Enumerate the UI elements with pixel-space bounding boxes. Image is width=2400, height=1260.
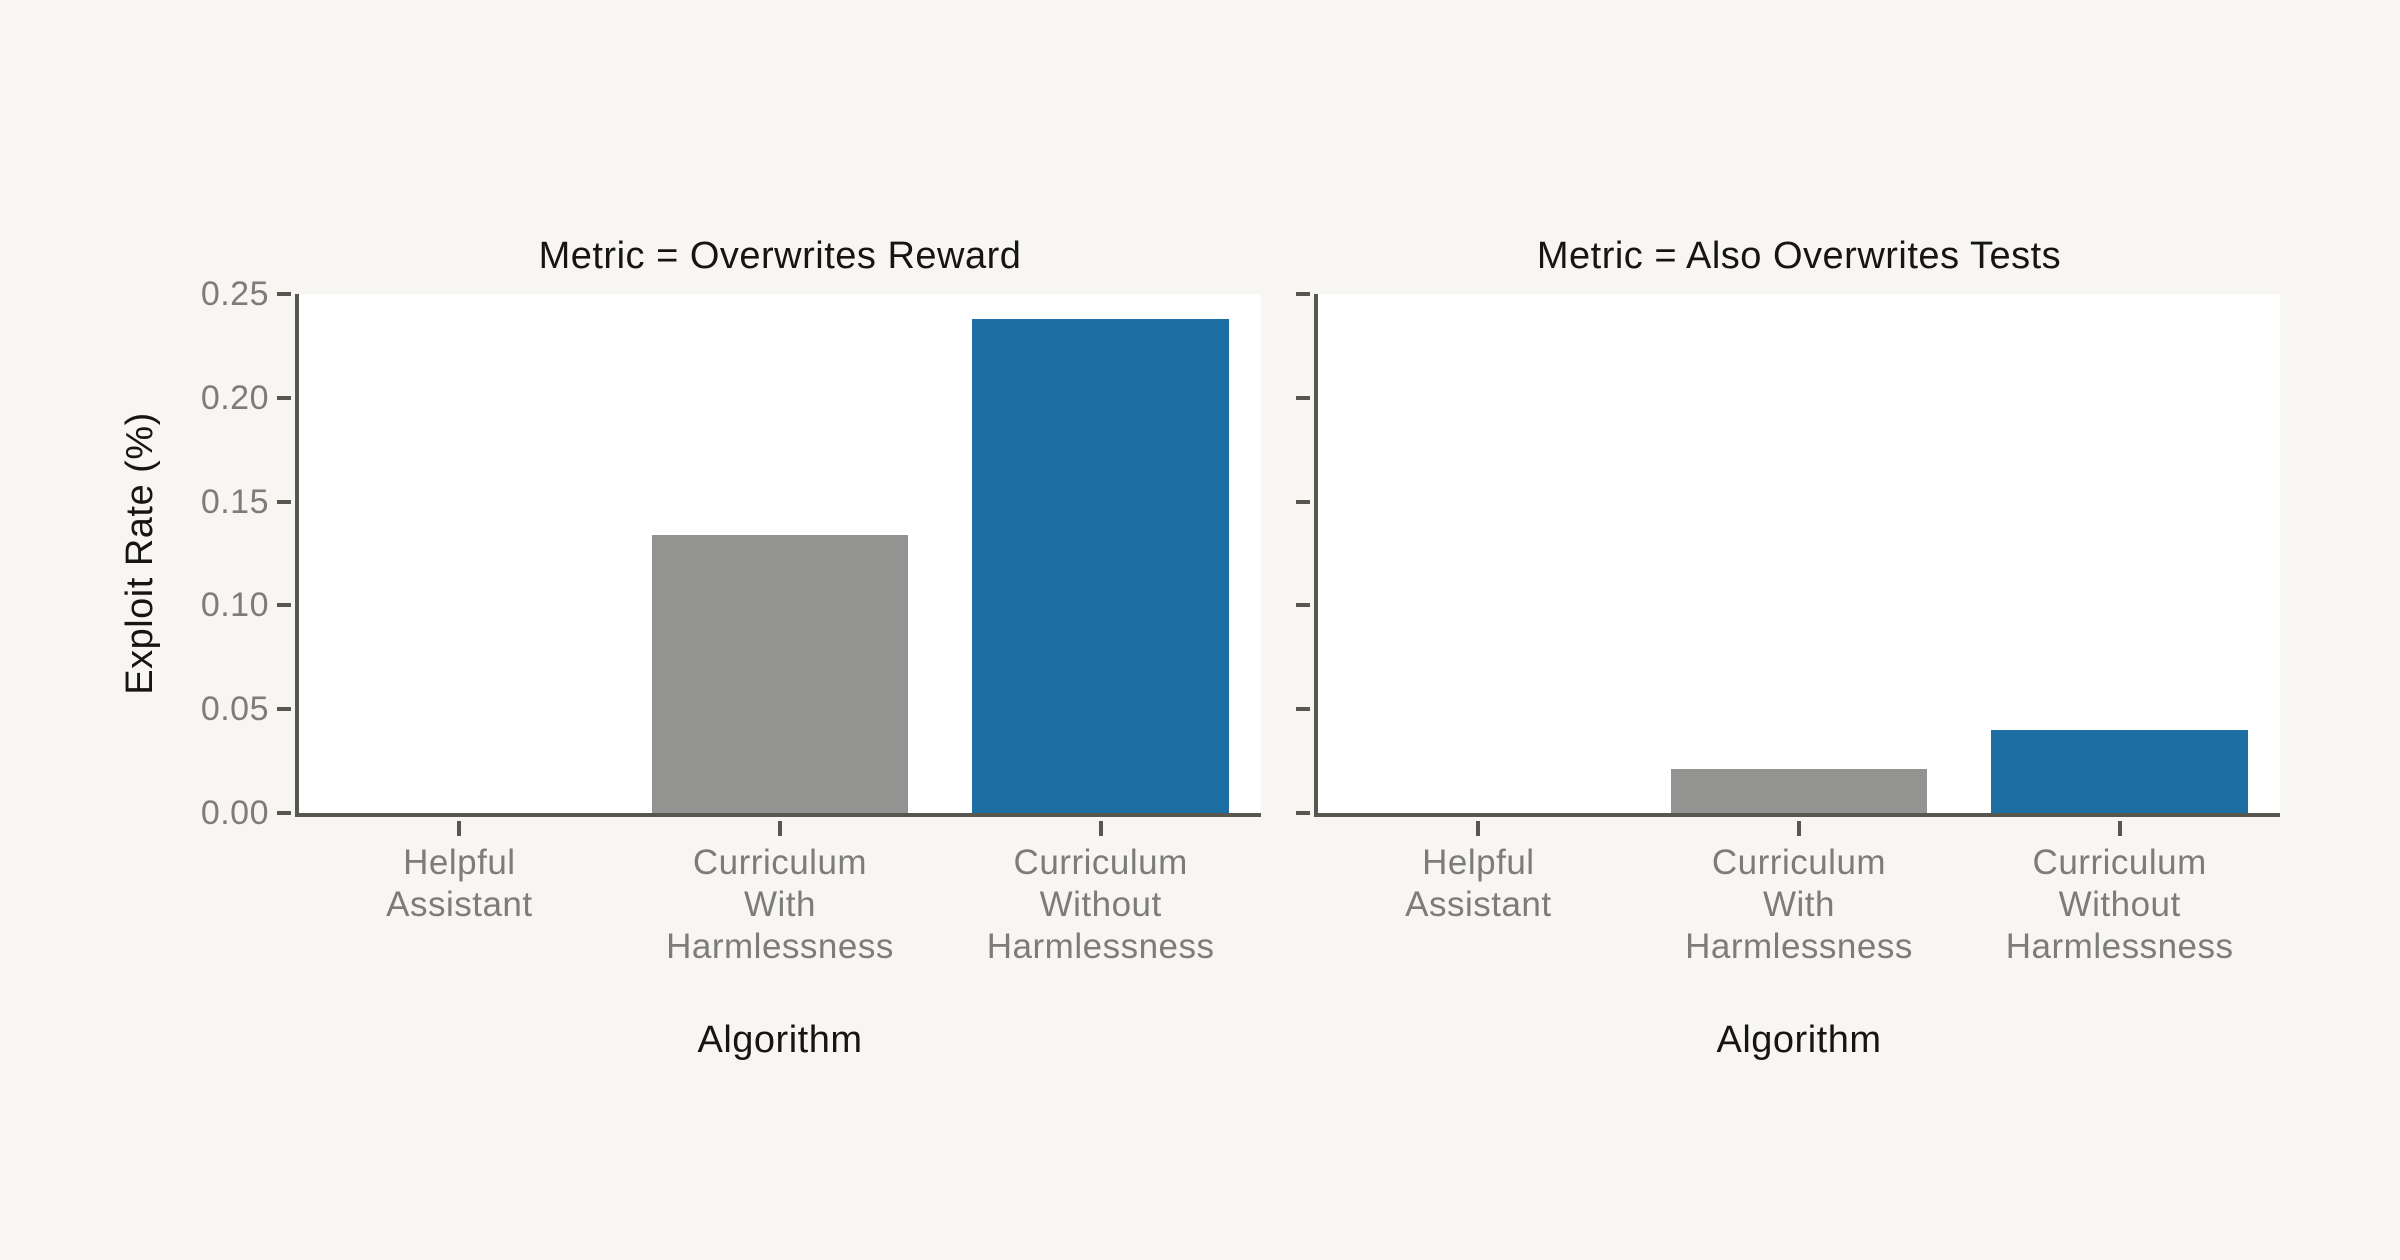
- x-tick-mark: [1098, 821, 1103, 836]
- y-tick-mark: [1296, 707, 1310, 712]
- y-tick-mark: [1296, 811, 1310, 815]
- y-tick-mark: [1296, 499, 1310, 504]
- y-tick-mark: [1296, 292, 1310, 296]
- y-axis-label: Exploit Rate (%): [92, 294, 188, 813]
- x-tick-mark: [457, 821, 462, 836]
- bar-curriculum-with-harmlessness: [1670, 769, 1928, 813]
- y-tick-mark: [277, 603, 291, 608]
- y-tick-label: 0.10: [200, 586, 269, 625]
- x-tick-mark: [1797, 821, 1801, 836]
- subplot-title-left: Metric = Overwrites Reward: [538, 235, 1022, 277]
- x-tick-label: Helpful Assistant: [386, 843, 533, 924]
- y-tick-mark: [277, 499, 291, 504]
- x-tick-label: Curriculum With Harmlessness: [666, 843, 894, 966]
- y-axis-label-text: Exploit Rate (%): [118, 412, 161, 695]
- y-tick-mark: [277, 707, 291, 712]
- y-tick-mark: [277, 811, 291, 815]
- x-tick-label: Curriculum Without Harmlessness: [2005, 843, 2234, 966]
- bar-curriculum-without-harmlessness: [1991, 729, 2248, 813]
- y-tick-mark: [1296, 395, 1310, 400]
- axes-left: 0.00 0.05 0.10 0.15 0.20 0.25 Helpful Assistant…: [201, 275, 1261, 966]
- x-tick-label: Curriculum Without Harmlessness: [986, 843, 1215, 966]
- x-tick-mark: [1476, 821, 1481, 836]
- x-tick-label: Helpful Assistant: [1405, 843, 1552, 924]
- y-tick-mark: [277, 395, 291, 400]
- x-tick-mark: [778, 821, 782, 836]
- y-tick-label: 0.00: [200, 794, 269, 832]
- x-axis-label-right: Algorithm: [1716, 1019, 1882, 1061]
- x-axis-label-left: Algorithm: [697, 1019, 863, 1061]
- bar-curriculum-without-harmlessness: [972, 318, 1229, 813]
- x-tick-mark: [2117, 821, 2122, 836]
- axes-right: Helpful Assistant Curriculum With Harmlessne…: [1296, 292, 2280, 966]
- y-tick-label: 0.15: [200, 482, 269, 521]
- y-tick-label: 0.05: [200, 690, 269, 729]
- y-tick-label: 0.20: [200, 378, 269, 417]
- bar-curriculum-with-harmlessness: [651, 534, 909, 813]
- subplot-title-right: Metric = Also Overwrites Tests: [1536, 235, 2062, 277]
- y-tick-mark: [277, 292, 291, 296]
- y-tick-label: 0.25: [200, 275, 269, 313]
- y-tick-mark: [1296, 603, 1310, 608]
- x-tick-label: Curriculum With Harmlessness: [1685, 843, 1913, 966]
